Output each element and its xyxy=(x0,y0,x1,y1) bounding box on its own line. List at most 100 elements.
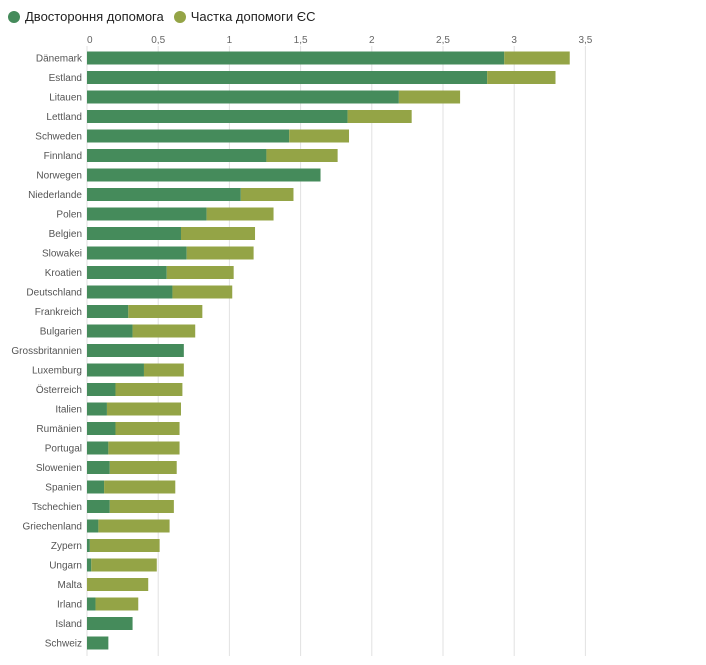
bar-segment-eu xyxy=(504,51,570,65)
bar-segment-eu xyxy=(186,246,254,260)
bar-segment-eu xyxy=(128,305,203,318)
bar-segment-eu xyxy=(289,129,350,143)
bar-segment-bilateral xyxy=(87,168,321,182)
category-label: Frankreich xyxy=(35,307,82,318)
bar-segment-bilateral xyxy=(87,363,144,377)
category-label: Tschechien xyxy=(32,502,82,513)
category-label: Schweiz xyxy=(45,639,82,650)
category-label: Zypern xyxy=(51,541,82,552)
category-label: Schweden xyxy=(35,132,82,143)
bar-segment-bilateral xyxy=(87,344,184,357)
bar-segment-eu xyxy=(347,110,412,123)
bar-segment-bilateral xyxy=(87,539,90,552)
bar-segment-bilateral xyxy=(87,441,109,455)
category-label: Kroatien xyxy=(45,268,82,279)
bar-segment-bilateral xyxy=(87,597,96,611)
legend-label-eu: Частка допомоги ЄС xyxy=(190,9,316,24)
category-label: Portugal xyxy=(45,444,82,455)
category-label: Österreich xyxy=(36,384,82,396)
bar-segment-eu xyxy=(108,441,180,455)
bar-segment-eu xyxy=(98,519,170,533)
category-label: Bulgarien xyxy=(40,327,82,338)
category-label: Dänemark xyxy=(36,54,83,65)
bar-segment-bilateral xyxy=(87,636,109,650)
y-axis-categories: Dänemark Estland Litauen Lettland Schweden Fi… xyxy=(11,54,83,650)
bar-segment-bilateral xyxy=(87,207,207,221)
legend-label-bilateral: Двостороння допомога xyxy=(25,9,164,24)
bar-segment-bilateral xyxy=(87,461,110,474)
x-tick-label: 3 xyxy=(511,35,517,46)
bar-segment-eu xyxy=(132,324,196,338)
legend-item-bilateral: Двостороння допомога xyxy=(8,9,164,24)
bar-segment-bilateral xyxy=(87,558,92,572)
bars xyxy=(87,51,570,650)
legend-item-eu: Частка допомоги ЄС xyxy=(173,9,316,24)
x-tick-label: 1,5 xyxy=(294,35,308,46)
category-label: Malta xyxy=(58,580,83,591)
category-label: Luxemburg xyxy=(32,366,82,377)
category-label: Polen xyxy=(56,210,82,221)
category-label: Belgien xyxy=(49,229,82,240)
bar-segment-bilateral xyxy=(87,129,290,143)
bar-segment-bilateral xyxy=(87,188,241,201)
bar-segment-bilateral xyxy=(87,383,116,396)
bar-segment-bilateral xyxy=(87,305,129,318)
bar-segment-eu xyxy=(115,383,183,396)
bar-segment-bilateral xyxy=(87,51,505,65)
category-label: Lettland xyxy=(46,112,82,123)
bar-segment-eu xyxy=(106,402,181,416)
bar-segment-bilateral xyxy=(87,500,110,513)
category-label: Slowakei xyxy=(42,249,82,260)
bar-segment-bilateral xyxy=(87,149,267,162)
bar-segment-bilateral xyxy=(87,246,187,260)
category-label: Niederlande xyxy=(28,190,82,201)
bar-segment-bilateral xyxy=(87,227,181,240)
bar-segment-bilateral xyxy=(87,71,488,84)
bar-segment-eu xyxy=(206,207,274,221)
bar-segment-eu xyxy=(172,285,233,299)
legend-swatch-eu xyxy=(173,10,186,23)
x-tick-label: 2,5 xyxy=(436,35,450,46)
bar-segment-eu xyxy=(89,539,160,552)
category-label: Norwegen xyxy=(36,171,82,182)
bar-segment-bilateral xyxy=(87,266,167,279)
x-tick-label: 0 xyxy=(87,35,93,46)
bar-segment-eu xyxy=(87,578,149,591)
chart-legend: Двостороння допомога Частка допомоги ЄС xyxy=(8,9,326,24)
bar-segment-eu xyxy=(398,90,461,104)
legend-swatch-bilateral xyxy=(8,10,20,23)
bar-segment-bilateral xyxy=(87,285,173,299)
category-label: Deutschland xyxy=(26,288,82,299)
bar-segment-bilateral xyxy=(87,480,105,494)
bar-segment-eu xyxy=(266,149,338,162)
bar-segment-eu xyxy=(115,422,180,435)
category-label: Finnland xyxy=(44,151,82,162)
category-label: Grossbritannien xyxy=(11,346,82,357)
bar-segment-eu xyxy=(487,71,556,84)
bar-segment-eu xyxy=(109,500,174,513)
bar-segment-bilateral xyxy=(87,90,399,104)
x-tick-label: 1 xyxy=(227,35,233,46)
bar-segment-bilateral xyxy=(87,402,107,416)
category-label: Spanien xyxy=(45,483,82,494)
bar-segment-eu xyxy=(109,461,177,474)
bar-segment-bilateral xyxy=(87,110,348,123)
bar-segment-eu xyxy=(95,597,139,611)
category-label: Irland xyxy=(57,600,82,611)
bar-segment-eu xyxy=(180,227,256,240)
bar-segment-eu xyxy=(91,558,157,572)
category-label: Estland xyxy=(49,73,82,84)
bar-segment-eu xyxy=(104,480,176,494)
category-label: Litauen xyxy=(49,93,82,104)
bar-segment-bilateral xyxy=(87,422,116,435)
bar-segment-bilateral xyxy=(87,324,133,338)
bar-segment-eu xyxy=(166,266,234,279)
bar-segment-eu xyxy=(143,363,184,377)
x-tick-label: 0,5 xyxy=(151,35,165,46)
bar-segment-bilateral xyxy=(87,617,133,630)
category-label: Slowenien xyxy=(36,463,82,474)
gridlines xyxy=(86,46,586,656)
category-label: Italien xyxy=(55,405,82,416)
category-label: Ungarn xyxy=(49,561,82,572)
